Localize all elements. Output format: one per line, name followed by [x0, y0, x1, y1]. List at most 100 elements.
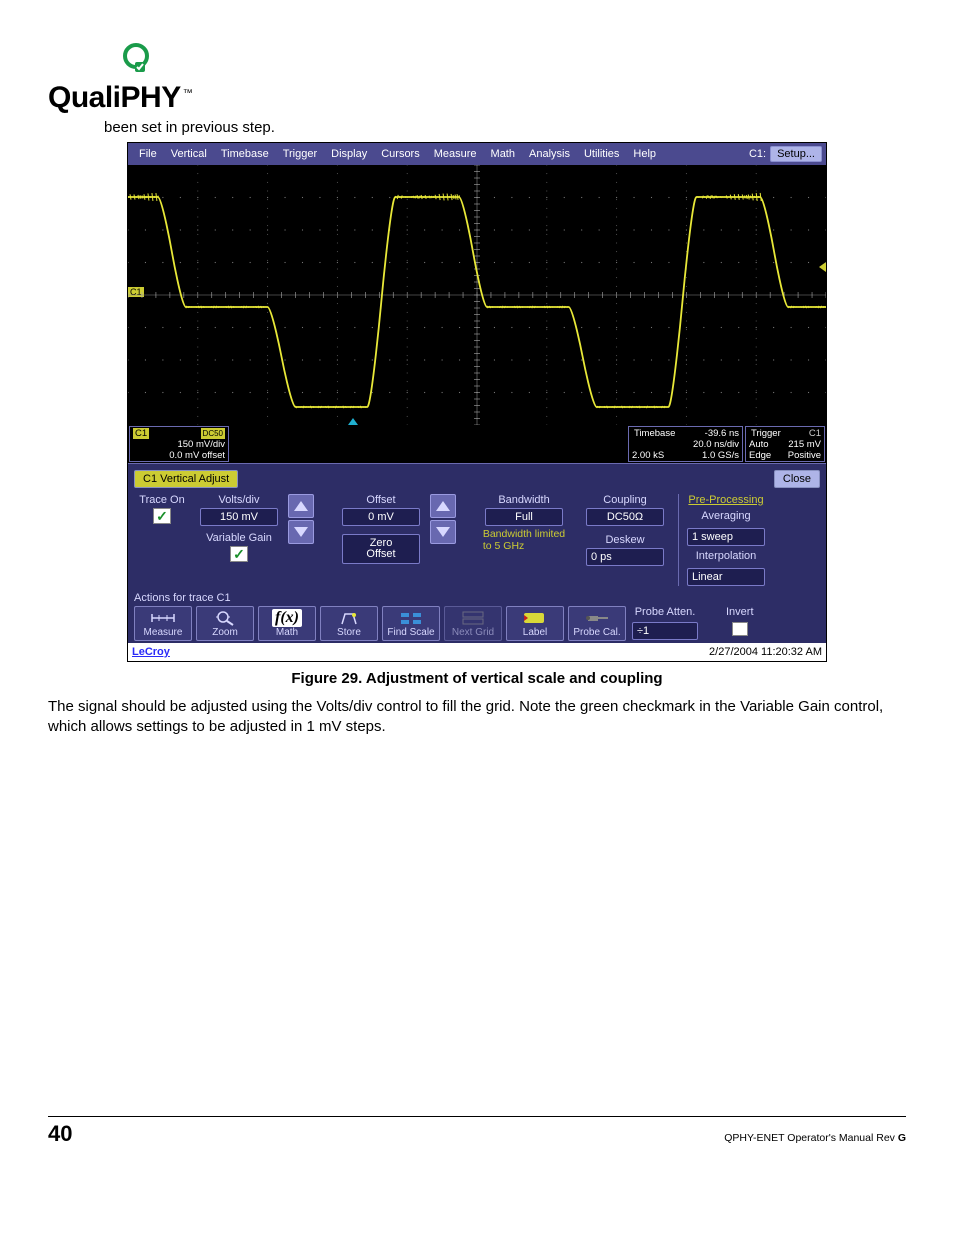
close-button[interactable]: Close: [774, 470, 820, 488]
c1-info-box[interactable]: C1 DC50 150 mV/div 0.0 mV offset: [129, 426, 229, 462]
c1-coupling-badge: DC50: [201, 428, 225, 439]
c1-offset: 0.0 mV offset: [169, 450, 225, 461]
trg-level: 215 mV: [788, 439, 821, 450]
coupling-value[interactable]: DC50Ω: [586, 508, 664, 526]
doc-title: QPHY-ENET Operator's Manual Rev G: [724, 1132, 906, 1144]
probe-atten-label: Probe Atten.: [635, 606, 696, 618]
setup-button[interactable]: Setup...: [770, 146, 822, 162]
lead-in-text: been set in previous step.: [104, 119, 906, 136]
footer-rule: [48, 1116, 906, 1117]
store-button[interactable]: Store: [320, 606, 378, 641]
page-footer: 40 QPHY-ENET Operator's Manual Rev G: [48, 1121, 906, 1147]
tb-samples: 2.00 kS: [632, 450, 664, 461]
tb-header: Timebase: [632, 428, 677, 439]
deskew-value[interactable]: 0 ps: [586, 548, 664, 566]
status-bar: LeCroy 2/27/2004 11:20:32 AM: [128, 643, 826, 661]
nextgrid-button: Next Grid: [444, 606, 502, 641]
oscilloscope-screenshot: FileVerticalTimebaseTriggerDisplayCursor…: [127, 142, 827, 662]
trg-mode: Auto: [749, 439, 769, 450]
brand-link[interactable]: LeCroy: [132, 646, 170, 658]
menu-file[interactable]: File: [132, 148, 164, 160]
volts-div-down[interactable]: [288, 520, 314, 544]
vertical-adjust-panel: C1 Vertical Adjust Close Trace On ✓ Volt…: [128, 463, 826, 643]
findscale-icon: [397, 609, 425, 627]
body-paragraph: The signal should be adjusted using the …: [48, 697, 906, 736]
nextgrid-icon: [459, 609, 487, 627]
waveform-display: C1: [128, 165, 826, 425]
math-icon: f(x): [273, 609, 301, 627]
trigger-gear-icon: C1: [809, 428, 821, 439]
volts-div-value[interactable]: 150 mV: [200, 508, 278, 526]
offset-down[interactable]: [430, 520, 456, 544]
volts-div-label: Volts/div: [219, 494, 260, 506]
menu-math[interactable]: Math: [484, 148, 522, 160]
measure-button[interactable]: Measure: [134, 606, 192, 641]
coupling-label: Coupling: [603, 494, 646, 506]
menu-vertical[interactable]: Vertical: [164, 148, 214, 160]
averaging-value[interactable]: 1 sweep: [687, 528, 765, 546]
bandwidth-label: Bandwidth: [498, 494, 549, 506]
label-button[interactable]: Label: [506, 606, 564, 641]
math-button[interactable]: f(x)Math: [258, 606, 316, 641]
figure-caption: Figure 29. Adjustment of vertical scale …: [48, 670, 906, 687]
findscale-button[interactable]: Find Scale: [382, 606, 440, 641]
bandwidth-value[interactable]: Full: [485, 508, 563, 526]
trigger-info-box[interactable]: Trigger C1 Auto 215 mV Edge Positive: [745, 426, 825, 462]
logo-tm: ™: [183, 88, 193, 99]
c1-vdiv: 150 mV/div: [177, 439, 225, 450]
label-icon: [521, 609, 549, 627]
menu-cursors[interactable]: Cursors: [374, 148, 427, 160]
probecal-button[interactable]: Probe Cal.: [568, 606, 626, 641]
menu-help[interactable]: Help: [626, 148, 663, 160]
logo-text: QualiPHY: [48, 81, 181, 114]
offset-value[interactable]: 0 mV: [342, 508, 420, 526]
trg-type: Edge: [749, 450, 771, 461]
invert-checkbox[interactable]: [732, 622, 748, 636]
menubar: FileVerticalTimebaseTriggerDisplayCursor…: [128, 143, 826, 165]
variable-gain-label: Variable Gain: [206, 532, 272, 544]
menu-timebase[interactable]: Timebase: [214, 148, 276, 160]
page-number: 40: [48, 1121, 72, 1147]
zoom-button[interactable]: Zoom: [196, 606, 254, 641]
averaging-label: Averaging: [701, 510, 750, 522]
timestamp: 2/27/2004 11:20:32 AM: [709, 646, 822, 658]
interpolation-label: Interpolation: [696, 550, 757, 562]
trg-slope: Positive: [788, 450, 821, 461]
probecal-icon: [583, 609, 611, 627]
store-icon: [335, 609, 363, 627]
channel-label: C1:: [749, 148, 766, 160]
tb-rate: 1.0 GS/s: [702, 450, 739, 461]
trace-on-label: Trace On: [139, 494, 184, 506]
trace-on-checkbox[interactable]: ✓: [153, 508, 171, 524]
menu-analysis[interactable]: Analysis: [522, 148, 577, 160]
deskew-label: Deskew: [605, 534, 644, 546]
menu-display[interactable]: Display: [324, 148, 374, 160]
zero-offset-button[interactable]: Zero Offset: [342, 534, 420, 564]
logo-mark: [118, 40, 154, 76]
waveform-svg: [128, 165, 826, 425]
info-row: C1 DC50 150 mV/div 0.0 mV offset Timebas…: [128, 425, 826, 463]
logo: QualiPHY™: [48, 40, 906, 115]
invert-label: Invert: [726, 606, 754, 618]
menu-trigger[interactable]: Trigger: [276, 148, 324, 160]
c1-header: C1: [133, 428, 149, 439]
pre-processing-link[interactable]: Pre-Processing: [688, 494, 763, 506]
interpolation-value[interactable]: Linear: [687, 568, 765, 586]
menu-measure[interactable]: Measure: [427, 148, 484, 160]
logo-wordmark: QualiPHY™: [48, 81, 906, 115]
c1-vertical-adjust-tab[interactable]: C1 Vertical Adjust: [134, 470, 238, 488]
volts-div-up[interactable]: [288, 494, 314, 518]
zoom-icon: [211, 609, 239, 627]
offset-up[interactable]: [430, 494, 456, 518]
bandwidth-note: Bandwidth limited to 5 GHz: [483, 528, 565, 552]
tb-delay: -39.6 ns: [705, 428, 739, 439]
tb-tdiv: 20.0 ns/div: [693, 439, 739, 450]
timebase-info-box[interactable]: Timebase -39.6 ns 20.0 ns/div 2.00 kS 1.…: [628, 426, 743, 462]
actions-label: Actions for trace C1: [134, 592, 820, 604]
measure-icon: [149, 609, 177, 627]
variable-gain-checkbox[interactable]: ✓: [230, 546, 248, 562]
menu-utilities[interactable]: Utilities: [577, 148, 626, 160]
probe-atten-value[interactable]: ÷1: [632, 622, 698, 640]
offset-label: Offset: [366, 494, 395, 506]
actions-row: MeasureZoomf(x)MathStoreFind ScaleNext G…: [134, 606, 626, 641]
